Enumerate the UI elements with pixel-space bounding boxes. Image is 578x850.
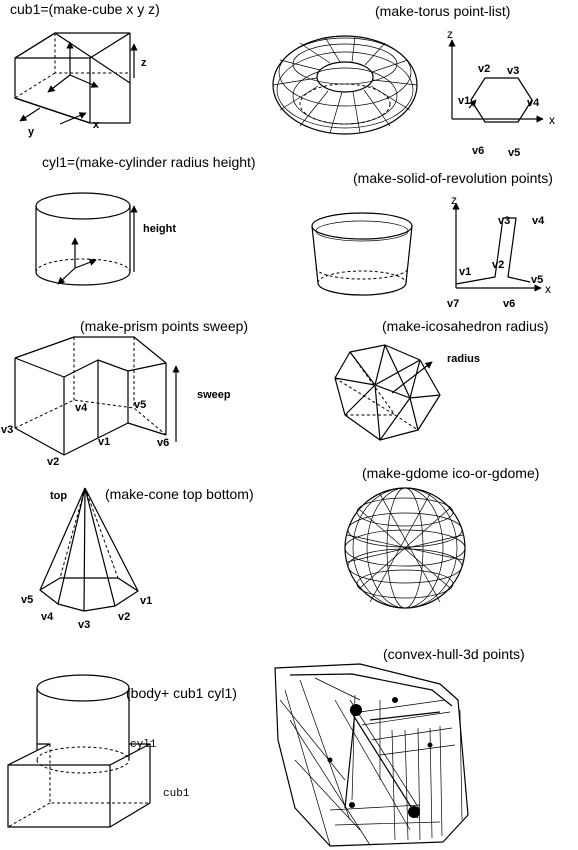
prism-v5: v5 bbox=[134, 399, 146, 411]
revolution-profile bbox=[455, 217, 531, 285]
torus-profile-axes bbox=[448, 39, 544, 123]
prism-sweep-label: sweep bbox=[197, 389, 231, 401]
revolution-v2: v2 bbox=[492, 259, 504, 271]
revolution-v4: v4 bbox=[532, 215, 545, 227]
body-cub1-label: cub1 bbox=[163, 788, 190, 800]
icosahedron-drawing bbox=[334, 344, 441, 441]
cube-x-axis bbox=[69, 74, 99, 88]
hull-title: (convex-hull-3d points) bbox=[383, 646, 525, 662]
torus-hexagon bbox=[470, 77, 533, 123]
revolution-profile-axes bbox=[452, 202, 542, 292]
cube-outline bbox=[14, 32, 131, 124]
revolution-v7: v7 bbox=[447, 298, 459, 310]
gdome-panel: (make-gdome ico-or-gdome) bbox=[344, 465, 539, 609]
cube-y-axis bbox=[47, 74, 71, 93]
torus-v6: v6 bbox=[472, 145, 484, 157]
torus-title: (make-torus point-list) bbox=[375, 3, 510, 19]
cone-top-label: top bbox=[50, 490, 67, 502]
prism-v1: v1 bbox=[98, 436, 110, 448]
revolution-title: (make-solid-of-revolution points) bbox=[353, 170, 553, 186]
cone-v5: v5 bbox=[21, 594, 33, 606]
body-cyl1-label: cyl1 bbox=[130, 739, 157, 751]
cone-drawing bbox=[39, 487, 139, 612]
torus-v4: v4 bbox=[527, 97, 540, 109]
cube-panel: cub1=(make-cube x y z) z x y bbox=[10, 1, 160, 138]
revolution-v5: v5 bbox=[531, 274, 543, 286]
hull-panel: (convex-hull-3d points) bbox=[274, 646, 525, 847]
prism-v2: v2 bbox=[47, 456, 59, 468]
cube-z-label: z bbox=[141, 57, 147, 69]
cube-drawing bbox=[14, 32, 138, 125]
icosahedron-panel: (make-icosahedron radius) bbox=[334, 318, 549, 441]
prism-panel: (make-prism points sweep) sweep v1 v2 v3… bbox=[1, 318, 248, 468]
cube-title: cub1=(make-cube x y z) bbox=[10, 1, 160, 17]
cone-panel: (make-cone top bottom) top v1 v2 v3 v4 v… bbox=[21, 486, 254, 631]
cone-v4: v4 bbox=[41, 611, 54, 623]
torus-v2: v2 bbox=[478, 63, 490, 75]
revolution-drawing bbox=[311, 212, 413, 296]
cylinder-drawing bbox=[35, 192, 138, 286]
prism-v6: v6 bbox=[157, 437, 169, 449]
cone-title: (make-cone top bottom) bbox=[105, 486, 254, 502]
body-drawing bbox=[7, 674, 151, 828]
revolution-v6: v6 bbox=[503, 298, 515, 310]
prism-v4: v4 bbox=[75, 402, 88, 414]
cube-x-label: x bbox=[93, 119, 100, 131]
prism-drawing bbox=[14, 336, 180, 456]
hull-drawing bbox=[274, 663, 469, 847]
revolution-panel: (make-solid-of-revolution points) z x v1… bbox=[311, 170, 553, 310]
torus-v1: v1 bbox=[458, 95, 470, 107]
revolution-v1: v1 bbox=[459, 266, 471, 278]
body-panel: (body+ cub1 cyl1) cyl1 cub1 bbox=[7, 674, 237, 828]
icosahedron-title: (make-icosahedron radius) bbox=[382, 318, 549, 334]
cone-v3: v3 bbox=[78, 619, 90, 631]
revolution-v3: v3 bbox=[498, 215, 510, 227]
torus-z-label: z bbox=[447, 27, 453, 41]
cylinder-panel: cyl1=(make-cylinder radius height) heigh… bbox=[35, 154, 256, 286]
cone-v1: v1 bbox=[140, 595, 152, 607]
torus-drawing bbox=[272, 35, 418, 135]
gdome-drawing bbox=[344, 487, 466, 609]
prism-title: (make-prism points sweep) bbox=[80, 318, 248, 334]
torus-v3: v3 bbox=[507, 65, 519, 77]
cone-v2: v2 bbox=[118, 611, 130, 623]
body-title: (body+ cub1 cyl1) bbox=[126, 685, 237, 701]
prism-v3: v3 bbox=[1, 424, 13, 436]
revolution-x-label: x bbox=[545, 282, 551, 296]
torus-panel: (make-torus point-list) bbox=[272, 3, 555, 159]
cylinder-title: cyl1=(make-cylinder radius height) bbox=[42, 154, 256, 170]
torus-x-label: x bbox=[549, 113, 555, 127]
revolution-z-label: z bbox=[451, 193, 457, 207]
gdome-title: (make-gdome ico-or-gdome) bbox=[362, 465, 539, 481]
cube-y-label: y bbox=[28, 126, 35, 138]
icosahedron-radius-label: radius bbox=[447, 353, 480, 365]
icosahedron-radius-arrow bbox=[391, 361, 433, 394]
torus-v5: v5 bbox=[508, 147, 520, 159]
cylinder-height-label: height bbox=[143, 223, 176, 235]
